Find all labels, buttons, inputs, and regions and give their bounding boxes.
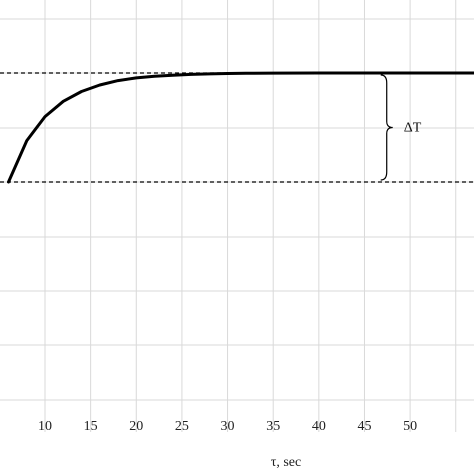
x-tick-label: 30 xyxy=(221,419,235,434)
annotation-label: ΔT xyxy=(404,121,422,136)
series-layer xyxy=(7,71,474,184)
x-axis-label: τ, sec xyxy=(271,455,302,470)
series-line xyxy=(7,71,474,184)
x-tick-label: 25 xyxy=(175,419,189,434)
x-tick-labels: 10 15 20 25 30 35 40 45 50 xyxy=(38,419,417,434)
x-tick-label: 50 xyxy=(403,419,417,434)
annotation-layer: ΔT xyxy=(380,74,422,181)
x-tick-label: 10 xyxy=(38,419,52,434)
x-tick-label: 40 xyxy=(312,419,326,434)
x-tick-label: 45 xyxy=(357,419,371,434)
x-tick-label: 35 xyxy=(266,419,280,434)
grid xyxy=(0,0,474,432)
x-tick-label: 20 xyxy=(129,419,143,434)
x-tick-label: 15 xyxy=(84,419,98,434)
annotation-brace xyxy=(380,74,393,181)
